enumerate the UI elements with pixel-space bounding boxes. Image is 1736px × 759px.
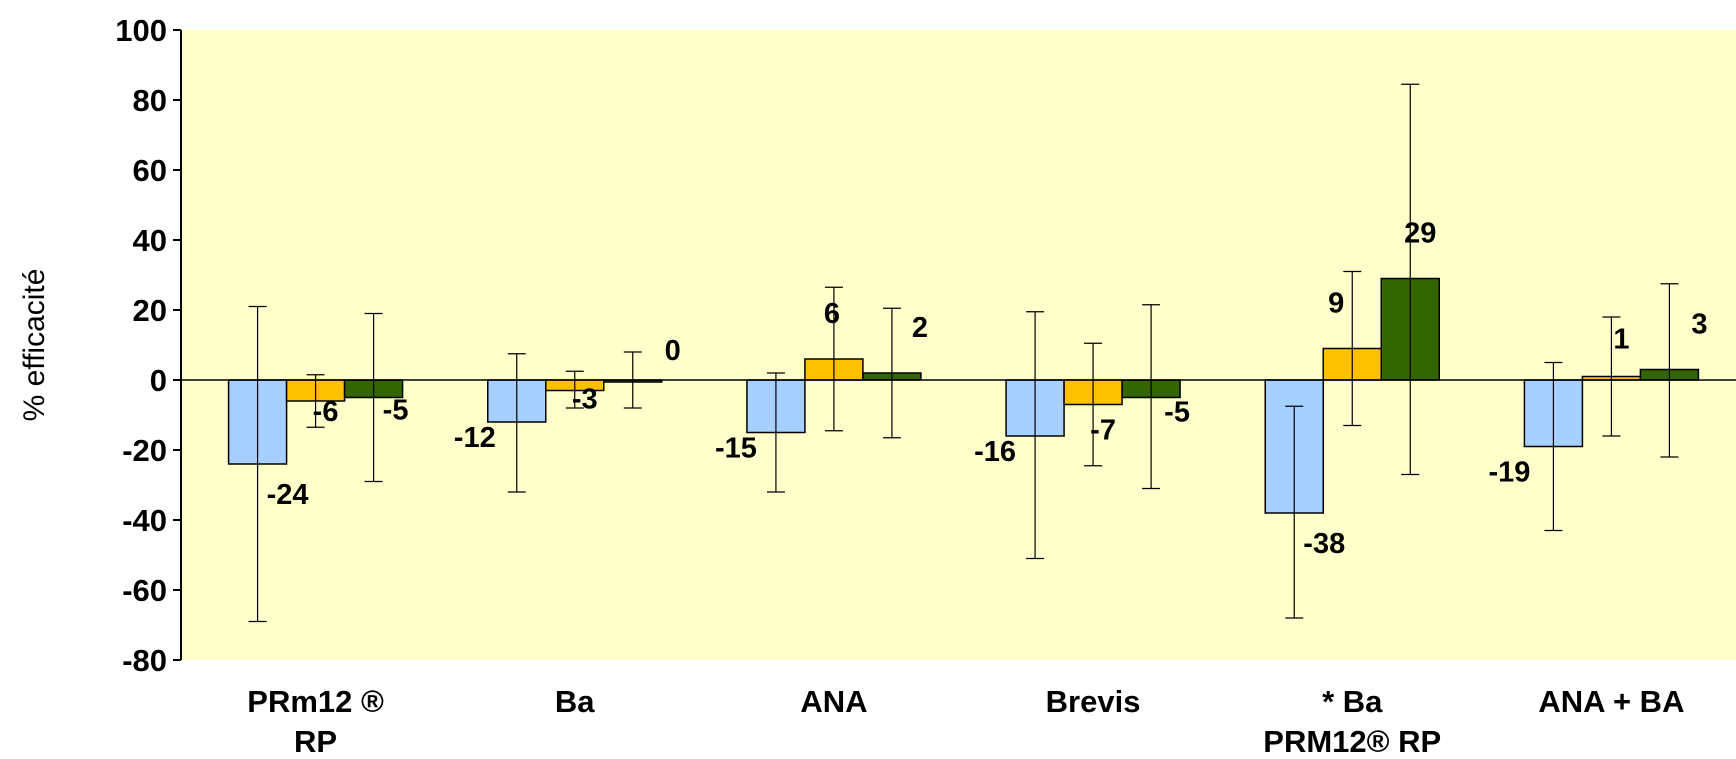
category-label: PRm12 ® [247, 684, 384, 719]
y-tick-label: 20 [133, 293, 167, 328]
data-label: -15 [715, 433, 757, 465]
data-label: -38 [1303, 528, 1345, 560]
y-tick-label: 60 [133, 153, 167, 188]
category-labels: PRm12 ® RP Ba ANA Brevis * Ba PRM12® RP ANA + B… [247, 684, 1684, 759]
y-tick-label: 100 [115, 13, 167, 48]
data-label: -5 [1164, 397, 1190, 429]
category-label: * Ba [1322, 684, 1383, 719]
data-label: -12 [454, 422, 496, 454]
y-tick-label: -80 [122, 643, 167, 678]
data-label: 1 [1613, 324, 1629, 356]
y-tick-label: -60 [122, 573, 167, 608]
data-label: -6 [313, 396, 339, 428]
y-axis-ticks: 100 80 60 40 20 0 -20 -40 -60 -80 [115, 13, 181, 678]
y-tick-label: 40 [133, 223, 167, 258]
data-label: 0 [665, 335, 681, 367]
data-label: -24 [267, 479, 309, 511]
error-bars [248, 83, 1679, 623]
category-label: Brevis [1046, 684, 1141, 719]
data-label: 6 [824, 298, 840, 330]
y-tick-label: -40 [122, 503, 167, 538]
y-axis-title: % efficacité [18, 269, 51, 422]
category-label: ANA + BA [1538, 684, 1684, 719]
category-label: Ba [555, 684, 595, 719]
data-label: -19 [1488, 457, 1530, 489]
data-label: 9 [1328, 288, 1344, 320]
y-tick-label: 0 [150, 363, 167, 398]
plot-area [181, 30, 1736, 660]
data-label: -16 [974, 436, 1016, 468]
data-label: 2 [912, 312, 928, 344]
data-label: 3 [1691, 309, 1707, 341]
data-label: -3 [572, 384, 598, 416]
category-label: RP [294, 724, 337, 759]
data-label: -7 [1090, 415, 1116, 447]
data-label: 29 [1404, 218, 1436, 250]
category-label: ANA [800, 684, 867, 719]
data-label: -5 [383, 395, 409, 427]
y-tick-label: -20 [122, 433, 167, 468]
category-label: PRM12® RP [1263, 724, 1441, 759]
data-labels: -24 -6 -5 -12 -3 0 -15 6 2 -16 -7 -5 -38 9 29 -19 1 3 [267, 218, 1708, 561]
y-tick-label: 80 [133, 83, 167, 118]
axes [180, 30, 1736, 660]
